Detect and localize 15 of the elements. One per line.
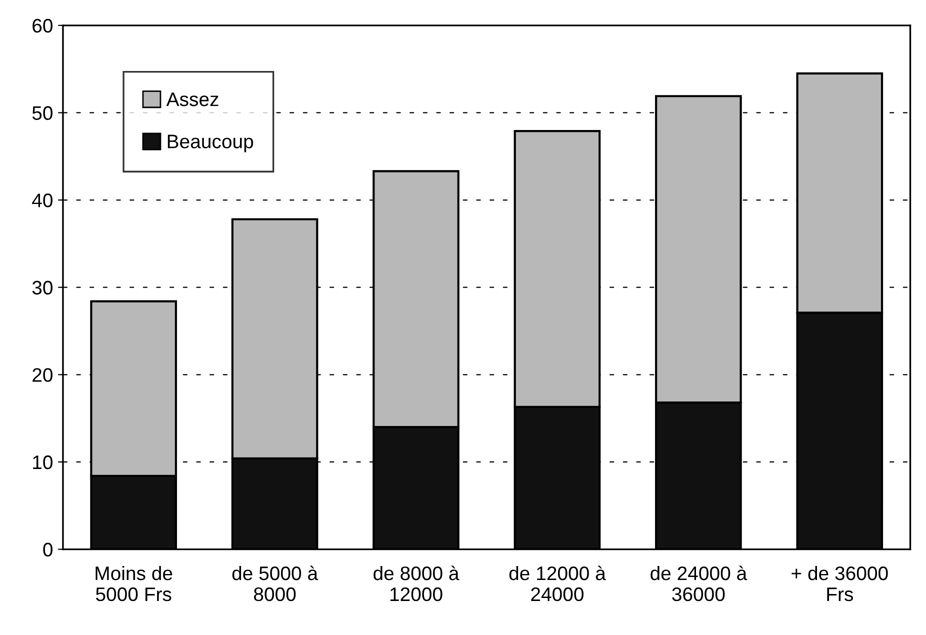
legend-label: Beaucoup <box>168 134 254 152</box>
y-tick-label: 20 <box>32 368 52 382</box>
x-tick-label: de 12000 à 24000 <box>509 566 606 602</box>
y-tick-label: 10 <box>33 455 52 470</box>
x-tick-label: de 5000 à 8000 <box>232 566 318 602</box>
x-tick-label: de 8000 à 12000 <box>374 566 460 602</box>
y-tick-label: 50 <box>32 106 52 120</box>
x-tick-label: Moins de 5000 Frs <box>96 566 172 602</box>
y-tick-label: 30 <box>32 280 52 295</box>
x-tick-label: de 24000 à 36000 <box>650 566 748 602</box>
y-tick-label: 0 <box>43 542 52 557</box>
legend-label: Assez <box>166 92 218 106</box>
y-tick-label: 60 <box>32 18 52 33</box>
y-tick-label: 40 <box>32 193 52 208</box>
x-tick-label: + de 36000 Frs <box>792 566 888 602</box>
